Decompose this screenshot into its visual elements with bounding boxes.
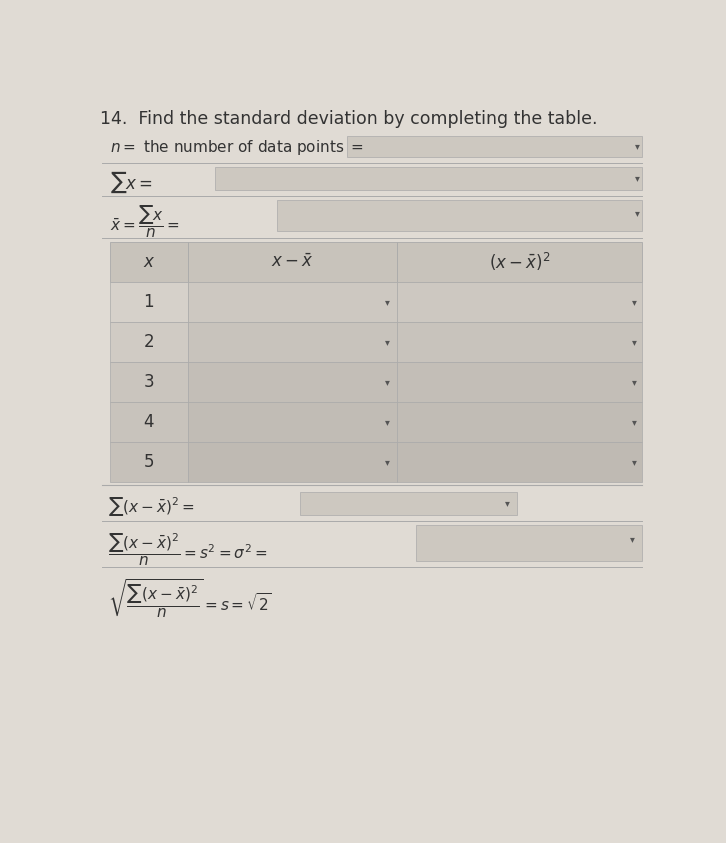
Bar: [346, 136, 642, 158]
Text: ▾: ▾: [632, 417, 637, 427]
Bar: [416, 525, 642, 561]
Text: ▾: ▾: [630, 534, 635, 545]
Bar: [397, 322, 642, 362]
Text: $\bar{x} = \dfrac{\sum x}{n} =$: $\bar{x} = \dfrac{\sum x}{n} =$: [110, 203, 180, 239]
Text: 2: 2: [144, 333, 154, 352]
Bar: [187, 242, 397, 282]
Bar: [187, 282, 397, 322]
Bar: [397, 242, 642, 282]
Text: $\dfrac{\sum(x - \bar{x})^2}{n} = s^2 = \sigma^2 =$: $\dfrac{\sum(x - \bar{x})^2}{n} = s^2 = …: [107, 532, 267, 568]
Text: $\sum(x - \bar{x})^2 =$: $\sum(x - \bar{x})^2 =$: [107, 495, 195, 518]
Text: $(x - \bar{x})^2$: $(x - \bar{x})^2$: [489, 251, 550, 273]
Text: ▾: ▾: [635, 208, 640, 218]
Bar: [187, 362, 397, 402]
Text: 4: 4: [144, 413, 154, 432]
Text: ▾: ▾: [632, 297, 637, 307]
Bar: [300, 491, 517, 514]
Text: $x$: $x$: [143, 253, 155, 271]
Text: 3: 3: [144, 373, 154, 391]
Text: ▾: ▾: [632, 337, 637, 347]
Text: ▾: ▾: [635, 142, 640, 152]
Bar: [187, 443, 397, 482]
Bar: [110, 242, 187, 282]
Text: $x - \bar{x}$: $x - \bar{x}$: [271, 253, 314, 271]
Bar: [215, 167, 642, 190]
Text: 5: 5: [144, 454, 154, 471]
Bar: [110, 443, 187, 482]
Bar: [187, 322, 397, 362]
Bar: [110, 282, 187, 322]
Text: $\sqrt{\dfrac{\sum(x - \bar{x})^2}{n}} = s = \sqrt{2}$: $\sqrt{\dfrac{\sum(x - \bar{x})^2}{n}} =…: [107, 577, 272, 620]
Bar: [110, 362, 187, 402]
Text: ▾: ▾: [632, 377, 637, 387]
Text: ▾: ▾: [385, 337, 390, 347]
Text: $n =$ the number of data points $=$: $n =$ the number of data points $=$: [110, 138, 364, 157]
Text: $\sum x =$: $\sum x =$: [110, 169, 153, 195]
Text: ▾: ▾: [385, 297, 390, 307]
Text: 14.  Find the standard deviation by completing the table.: 14. Find the standard deviation by compl…: [100, 110, 597, 128]
Text: 1: 1: [144, 293, 154, 311]
Text: ▾: ▾: [385, 457, 390, 467]
Text: ▾: ▾: [505, 498, 510, 508]
Text: ▾: ▾: [385, 377, 390, 387]
Text: ▾: ▾: [385, 417, 390, 427]
Bar: [277, 200, 642, 230]
Bar: [187, 402, 397, 443]
Bar: [397, 402, 642, 443]
Text: ▾: ▾: [635, 173, 640, 183]
Bar: [397, 443, 642, 482]
Bar: [110, 402, 187, 443]
Bar: [110, 322, 187, 362]
Bar: [397, 282, 642, 322]
Bar: [397, 362, 642, 402]
Text: ▾: ▾: [632, 457, 637, 467]
